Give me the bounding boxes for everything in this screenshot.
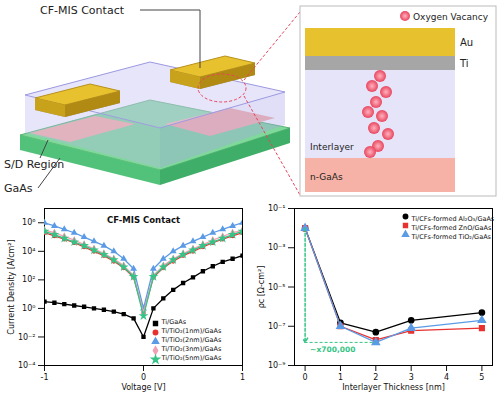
svg-text:-1: -1	[41, 373, 49, 382]
svg-text:Interlayer Thickness [nm]: Interlayer Thickness [nm]	[342, 383, 445, 392]
svg-text:10⁻¹: 10⁻¹	[268, 204, 286, 213]
svg-text:~x700,000: ~x700,000	[310, 345, 355, 354]
svg-text:10⁶: 10⁶	[22, 218, 35, 227]
svg-text:10²: 10²	[22, 275, 35, 284]
svg-text:Voltage [V]: Voltage [V]	[121, 383, 165, 392]
svg-text:10⁻⁹: 10⁻⁹	[268, 361, 286, 370]
svg-text:Ti/CFs-formed Al₂O₃/GaAs: Ti/CFs-formed Al₂O₃/GaAs	[411, 215, 495, 223]
svg-text:Ti/CFs-formed TiO₂/GaAs: Ti/CFs-formed TiO₂/GaAs	[411, 233, 492, 241]
svg-text:ρc [Ω-cm²]: ρc [Ω-cm²]	[257, 266, 266, 309]
svg-text:4: 4	[444, 373, 449, 382]
svg-text:n-GaAs: n-GaAs	[310, 172, 343, 182]
svg-text:Interlayer: Interlayer	[310, 142, 354, 152]
svg-text:Oxygen Vacancy: Oxygen Vacancy	[413, 12, 489, 22]
svg-text:Ti/TiO₂(3nm)/GaAs: Ti/TiO₂(3nm)/GaAs	[161, 345, 222, 353]
svg-text:10⁴: 10⁴	[22, 247, 35, 256]
svg-text:CF-MIS Contact: CF-MIS Contact	[107, 215, 180, 225]
svg-text:5: 5	[479, 373, 484, 382]
svg-text:10⁻⁷: 10⁻⁷	[268, 322, 286, 331]
svg-text:1: 1	[338, 373, 343, 382]
svg-text:GaAs: GaAs	[4, 182, 33, 195]
svg-text:S/D Region: S/D Region	[4, 158, 65, 171]
svg-text:Ti/CFs-formed ZnO/GaAs: Ti/CFs-formed ZnO/GaAs	[411, 224, 492, 232]
svg-text:1: 1	[240, 373, 245, 382]
svg-text:Au: Au	[460, 37, 473, 48]
svg-text:Current Density [A/cm²]: Current Density [A/cm²]	[7, 239, 16, 334]
svg-text:10⁻³: 10⁻³	[268, 243, 286, 252]
svg-text:Ti: Ti	[459, 58, 469, 69]
svg-text:2: 2	[373, 373, 378, 382]
svg-text:Ti/TiO₂(5nm)/GaAs: Ti/TiO₂(5nm)/GaAs	[161, 354, 222, 362]
svg-text:CF-MIS Contact: CF-MIS Contact	[40, 4, 125, 17]
svg-text:10⁻⁵: 10⁻⁵	[268, 283, 286, 292]
svg-text:10⁰: 10⁰	[22, 304, 35, 313]
svg-text:Ti/GaAs: Ti/GaAs	[161, 318, 187, 326]
svg-text:Ti/TiO₂(1nm)/GaAs: Ti/TiO₂(1nm)/GaAs	[161, 327, 222, 335]
svg-text:3: 3	[409, 373, 414, 382]
svg-text:10⁻⁴: 10⁻⁴	[18, 361, 36, 370]
svg-text:Ti/TiO₂(2nm)/GaAs: Ti/TiO₂(2nm)/GaAs	[161, 336, 222, 344]
svg-text:0: 0	[141, 373, 146, 382]
svg-text:10⁻²: 10⁻²	[18, 333, 36, 342]
svg-text:0: 0	[303, 373, 308, 382]
